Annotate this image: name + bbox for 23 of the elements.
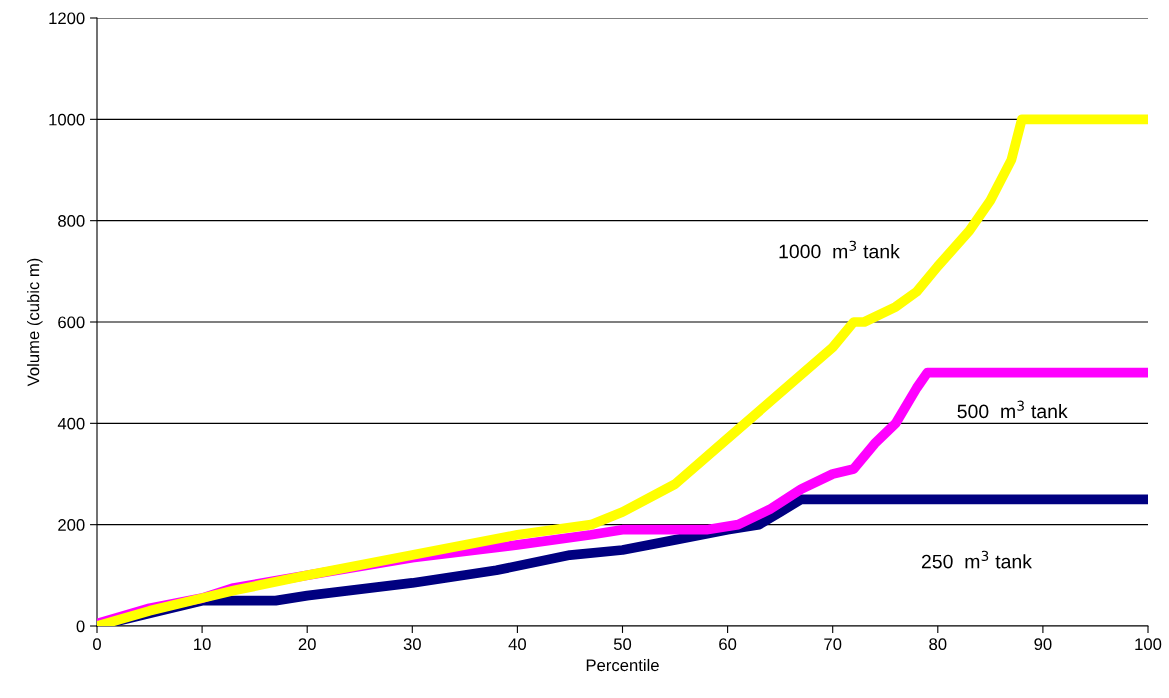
x-tick-label: 10 — [194, 638, 211, 651]
x-tick-label: 90 — [1034, 638, 1052, 651]
x-tick-label: 100 — [1135, 638, 1162, 651]
y-tick-label: 600 — [58, 316, 85, 329]
x-tick-label: 80 — [929, 638, 947, 651]
y-tick-label: 0 — [76, 620, 85, 633]
y-tick-label: 800 — [58, 215, 85, 227]
x-tick-label: 60 — [719, 638, 737, 651]
y-axis-title: Volume (cubic m) — [27, 258, 43, 387]
x-tick-label: 40 — [508, 638, 527, 651]
x-tick-label: 20 — [298, 638, 316, 651]
y-tick-label: 200 — [58, 519, 85, 531]
x-tick-label: 70 — [824, 638, 842, 651]
y-tick-label: 1200 — [49, 12, 85, 25]
text: 250 m$^{3}$ tank — [921, 550, 1032, 569]
y-tick-label: 1000 — [49, 113, 85, 126]
x-tick-label: 0 — [93, 638, 101, 651]
x-tick-label: 30 — [403, 638, 421, 651]
y-tick-label: 400 — [57, 417, 85, 430]
series-label: 500 m$^{3}$ tank — [957, 400, 1068, 419]
x-tick-label: 50 — [613, 638, 632, 651]
series-label: 1000 m$^{3}$ tank — [779, 240, 900, 259]
x-axis-title: Percentile — [586, 658, 659, 672]
